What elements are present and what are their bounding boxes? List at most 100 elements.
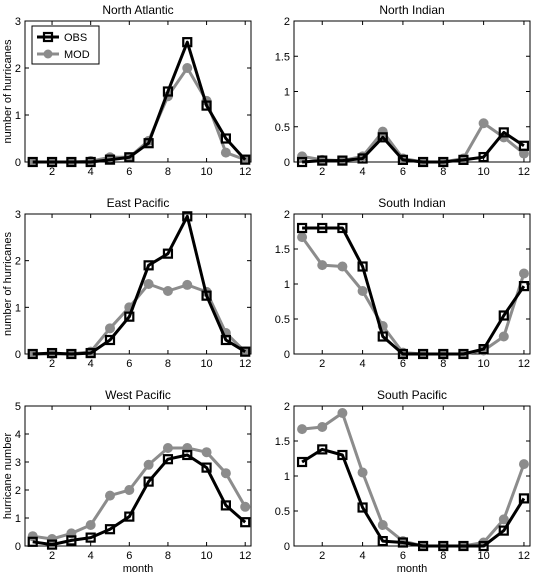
mod-point bbox=[124, 485, 135, 495]
obs-point bbox=[240, 346, 251, 357]
panel-title: North Atlantic bbox=[102, 3, 173, 17]
obs-point bbox=[240, 517, 251, 528]
plot-frame bbox=[293, 405, 531, 547]
x-tick-label: 12 bbox=[518, 166, 530, 178]
y-tick-label: 0 bbox=[284, 541, 290, 553]
obs-point bbox=[182, 211, 193, 222]
y-tick-label: 0 bbox=[15, 349, 21, 361]
obs-point bbox=[162, 86, 174, 97]
y-tick-label: 4 bbox=[15, 429, 21, 441]
obs-point bbox=[518, 140, 530, 151]
plot-frame bbox=[24, 213, 252, 355]
chart-panel-2: North Indian 2 4 6 8 10 12 0 0.5 1 1.5 2 bbox=[275, 3, 531, 178]
obs-point bbox=[417, 156, 429, 168]
obs-point bbox=[201, 100, 212, 111]
obs-point bbox=[518, 493, 530, 504]
y-tick-label: 1 bbox=[15, 302, 21, 314]
y-axis-label: number of hurricanes bbox=[2, 232, 14, 336]
y-tick-label: 1 bbox=[284, 471, 290, 483]
obs-point bbox=[377, 535, 388, 547]
panel-title: North Indian bbox=[379, 3, 444, 17]
obs-point bbox=[357, 153, 368, 164]
y-tick-label: 0.5 bbox=[275, 314, 290, 326]
y-axis-label: hurricane number bbox=[2, 433, 14, 520]
obs-point bbox=[337, 155, 348, 166]
mod-point bbox=[201, 447, 212, 458]
mod-point bbox=[297, 424, 308, 435]
x-tick-label: 2 bbox=[49, 358, 55, 370]
legend-label: MOD bbox=[64, 49, 90, 61]
obs-point bbox=[27, 156, 38, 168]
legend-label: OBS bbox=[64, 32, 87, 44]
series-line-mod bbox=[32, 446, 247, 541]
obs-point bbox=[104, 524, 116, 535]
mod-point bbox=[143, 459, 154, 470]
mod-point bbox=[143, 279, 154, 289]
x-tick-label: 2 bbox=[319, 358, 325, 370]
x-tick-label: 8 bbox=[440, 166, 446, 178]
x-tick-label: 10 bbox=[477, 358, 489, 370]
obs-point bbox=[296, 456, 308, 468]
y-tick-label: 1 bbox=[15, 110, 21, 122]
series-line-mod bbox=[301, 411, 526, 548]
obs-point bbox=[66, 348, 77, 360]
mod-point bbox=[182, 279, 193, 290]
mod-point bbox=[104, 490, 115, 501]
obs-point bbox=[104, 154, 116, 165]
obs-point bbox=[27, 536, 38, 547]
obs-point bbox=[317, 155, 328, 166]
y-tick-label: 2 bbox=[15, 256, 21, 268]
x-tick-label: 8 bbox=[440, 358, 446, 370]
x-tick-label: 12 bbox=[239, 358, 251, 370]
y-tick-label: 0 bbox=[284, 349, 290, 361]
mod-point bbox=[478, 118, 489, 129]
obs-point bbox=[498, 127, 509, 138]
x-tick-label: 4 bbox=[88, 166, 94, 178]
obs-point bbox=[357, 261, 368, 272]
obs-point bbox=[458, 348, 469, 360]
obs-point bbox=[85, 156, 96, 168]
x-tick-label: 4 bbox=[360, 358, 366, 370]
series-line-obs bbox=[301, 130, 525, 164]
obs-point bbox=[397, 154, 409, 165]
obs-point bbox=[417, 348, 429, 360]
y-tick-label: 1 bbox=[284, 279, 290, 291]
obs-point bbox=[201, 462, 212, 473]
obs-point bbox=[417, 540, 429, 552]
x-tick-label: 6 bbox=[126, 358, 132, 370]
x-tick-label: 2 bbox=[49, 550, 55, 562]
obs-point bbox=[143, 260, 154, 271]
obs-point bbox=[397, 537, 409, 548]
obs-point bbox=[498, 310, 509, 321]
y-tick-label: 3 bbox=[15, 16, 21, 28]
obs-point bbox=[438, 156, 449, 168]
obs-point bbox=[438, 348, 449, 360]
plot-frame bbox=[293, 20, 531, 163]
obs-point bbox=[377, 132, 388, 143]
y-tick-label: 0.5 bbox=[275, 506, 290, 518]
panel-title: South Pacific bbox=[377, 388, 447, 402]
obs-point bbox=[27, 348, 38, 360]
obs-point bbox=[162, 248, 174, 259]
y-tick-label: 1 bbox=[15, 513, 21, 525]
mod-point bbox=[317, 422, 328, 432]
obs-point bbox=[478, 540, 489, 552]
mod-point bbox=[518, 459, 529, 470]
y-tick-label: 1.5 bbox=[275, 51, 290, 63]
y-tick-label: 0 bbox=[15, 541, 21, 553]
legend-marker-mod bbox=[43, 49, 53, 59]
mod-point bbox=[337, 261, 348, 272]
mod-point bbox=[498, 514, 509, 525]
chart-panel-6: South Pacific 2 4 6 8 10 12 0 0.5 1 1.5 2 month bbox=[275, 388, 531, 575]
x-tick-label: 6 bbox=[400, 358, 406, 370]
x-tick-label: 10 bbox=[200, 166, 212, 178]
series-line-obs bbox=[302, 226, 526, 356]
obs-point bbox=[46, 156, 58, 168]
series-line-obs bbox=[32, 453, 247, 547]
x-tick-label: 6 bbox=[400, 550, 406, 562]
mod-point bbox=[220, 147, 231, 158]
x-tick-label: 8 bbox=[165, 358, 171, 370]
obs-point bbox=[66, 156, 77, 168]
